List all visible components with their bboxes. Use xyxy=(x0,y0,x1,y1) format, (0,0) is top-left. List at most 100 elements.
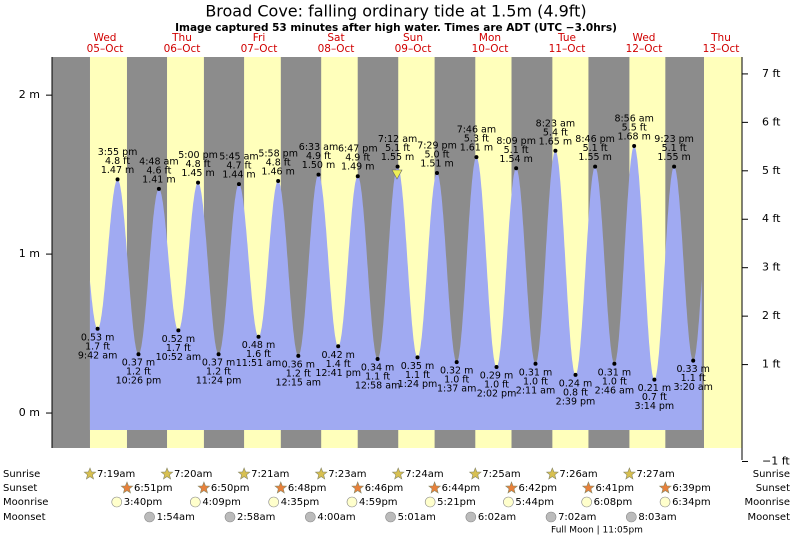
moonset-time: 5:01am xyxy=(398,512,436,523)
tide-point xyxy=(216,352,221,357)
tide-point xyxy=(494,364,499,369)
tide-label: 0.53 m xyxy=(81,332,114,343)
weekday-label: Wed xyxy=(94,32,117,44)
moonset-icon xyxy=(144,511,155,523)
date-label: 13–Oct xyxy=(703,43,740,55)
tide-label: 0.48 m xyxy=(242,340,275,351)
tide-label: 1.2 ft xyxy=(126,367,151,378)
tide-label: 5.4 ft xyxy=(543,127,568,138)
moonset-icon xyxy=(305,511,316,523)
tide-label: 10:52 am xyxy=(156,352,201,363)
tide-point xyxy=(176,328,181,333)
row-label: Moonrise xyxy=(3,497,48,508)
moonrise-icon xyxy=(424,496,436,508)
tide-label: 0.52 m xyxy=(162,334,195,345)
tide-label: 2:02 pm xyxy=(477,388,517,399)
tide-label: 5.3 ft xyxy=(464,134,489,145)
tide-label: 1.7 ft xyxy=(85,341,110,352)
tide-point xyxy=(256,334,261,339)
date-label: 05–Oct xyxy=(87,43,124,55)
sunrise-icon xyxy=(314,467,328,480)
moonset-time: 1:54am xyxy=(157,512,195,523)
sunrise-time: 7:27am xyxy=(636,469,674,480)
tide-label: 0.31 m xyxy=(519,367,552,378)
y2-tick-label: 3 ft xyxy=(762,261,781,274)
tide-label: 5.0 ft xyxy=(424,150,449,161)
moonrise-time: 6:08pm xyxy=(594,497,633,508)
sunset-time: 6:51pm xyxy=(134,483,173,494)
tide-label: 0.32 m xyxy=(440,366,473,377)
weekday-label: Fri xyxy=(253,32,266,44)
tide-label: 4.9 ft xyxy=(306,151,331,162)
tide-label: 4.8 ft xyxy=(186,159,211,170)
sunrise-time: 7:20am xyxy=(174,469,212,480)
sunset-icon xyxy=(351,481,365,494)
tide-label: 8:09 pm xyxy=(496,136,536,147)
tide-label: 0.37 m xyxy=(122,358,155,369)
moonrise-time: 6:34pm xyxy=(672,497,711,508)
tide-point xyxy=(196,180,201,185)
tide-label: 0.34 m xyxy=(361,362,394,373)
tide-label: 1:37 am xyxy=(437,384,476,395)
tide-point xyxy=(136,352,141,357)
sunrise-icon xyxy=(391,467,405,480)
moonset-time: 4:00am xyxy=(317,512,355,523)
sunset-icon xyxy=(658,481,672,494)
tide-label: 7:29 pm xyxy=(417,141,457,152)
tide-label: 5.1 ft xyxy=(583,143,608,154)
tide-point xyxy=(672,164,677,169)
tide-label: 1.44 m xyxy=(222,170,255,181)
row-label: Moonset xyxy=(748,512,791,523)
tide-label: 1.1 ft xyxy=(405,370,430,381)
moonset-icon xyxy=(626,511,637,523)
y2-tick-label: 7 ft xyxy=(762,67,781,80)
moonset-time: 7:02am xyxy=(558,512,596,523)
sunrise-icon xyxy=(237,467,251,480)
tide-label: 5.1 ft xyxy=(385,143,410,154)
tide-point xyxy=(632,144,637,149)
sunrise-icon xyxy=(622,467,636,480)
tide-point xyxy=(435,171,440,176)
sunset-time: 6:42pm xyxy=(518,483,557,494)
tide-point xyxy=(156,186,161,191)
moonset-icon xyxy=(465,511,477,523)
current-position xyxy=(391,169,403,180)
tide-label: 0.8 ft xyxy=(563,387,588,398)
date-label: 06–Oct xyxy=(164,43,201,55)
sunrise-icon xyxy=(83,467,97,480)
tide-label: 0.33 m xyxy=(676,364,709,375)
tide-point xyxy=(115,177,120,182)
tide-label: 1.0 ft xyxy=(602,376,627,387)
moonset-time: 2:58am xyxy=(237,512,275,523)
tide-label: 2:46 am xyxy=(595,385,634,396)
tide-label: 9:42 am xyxy=(78,350,117,361)
tide-label: 1.55 m xyxy=(578,152,611,163)
sunset-time: 6:39pm xyxy=(672,483,711,494)
moonrise-icon xyxy=(659,496,671,508)
tide-point xyxy=(454,360,459,365)
tide-label: 6:47 pm xyxy=(338,144,378,155)
tide-label: 0.21 m xyxy=(638,383,671,394)
row-label: Sunrise xyxy=(3,469,40,480)
tide-label: 1.41 m xyxy=(142,174,175,185)
moonrise-time: 4:09pm xyxy=(202,497,241,508)
date-label: 11–Oct xyxy=(549,43,586,55)
tide-label: 7:12 am xyxy=(378,134,417,145)
tide-label: 0.29 m xyxy=(480,370,513,381)
sunset-time: 6:44pm xyxy=(442,483,481,494)
moonrise-time: 4:59pm xyxy=(359,497,398,508)
row-label: Sunset xyxy=(3,483,37,494)
tide-label: 8:56 am xyxy=(614,114,653,125)
tide-label: 1.2 ft xyxy=(286,368,311,379)
tide-label: 8:23 am xyxy=(536,118,575,129)
row-label: Moonrise xyxy=(745,497,790,508)
tide-point xyxy=(533,361,538,366)
sunrise-time: 7:21am xyxy=(251,469,289,480)
moonset-time: 8:03am xyxy=(638,512,676,523)
tide-label: 5:00 pm xyxy=(178,150,218,161)
moonrise-time: 4:35pm xyxy=(281,497,320,508)
tide-label: 0.37 m xyxy=(202,358,235,369)
tide-point xyxy=(395,164,400,169)
tide-label: 1.54 m xyxy=(499,154,532,165)
